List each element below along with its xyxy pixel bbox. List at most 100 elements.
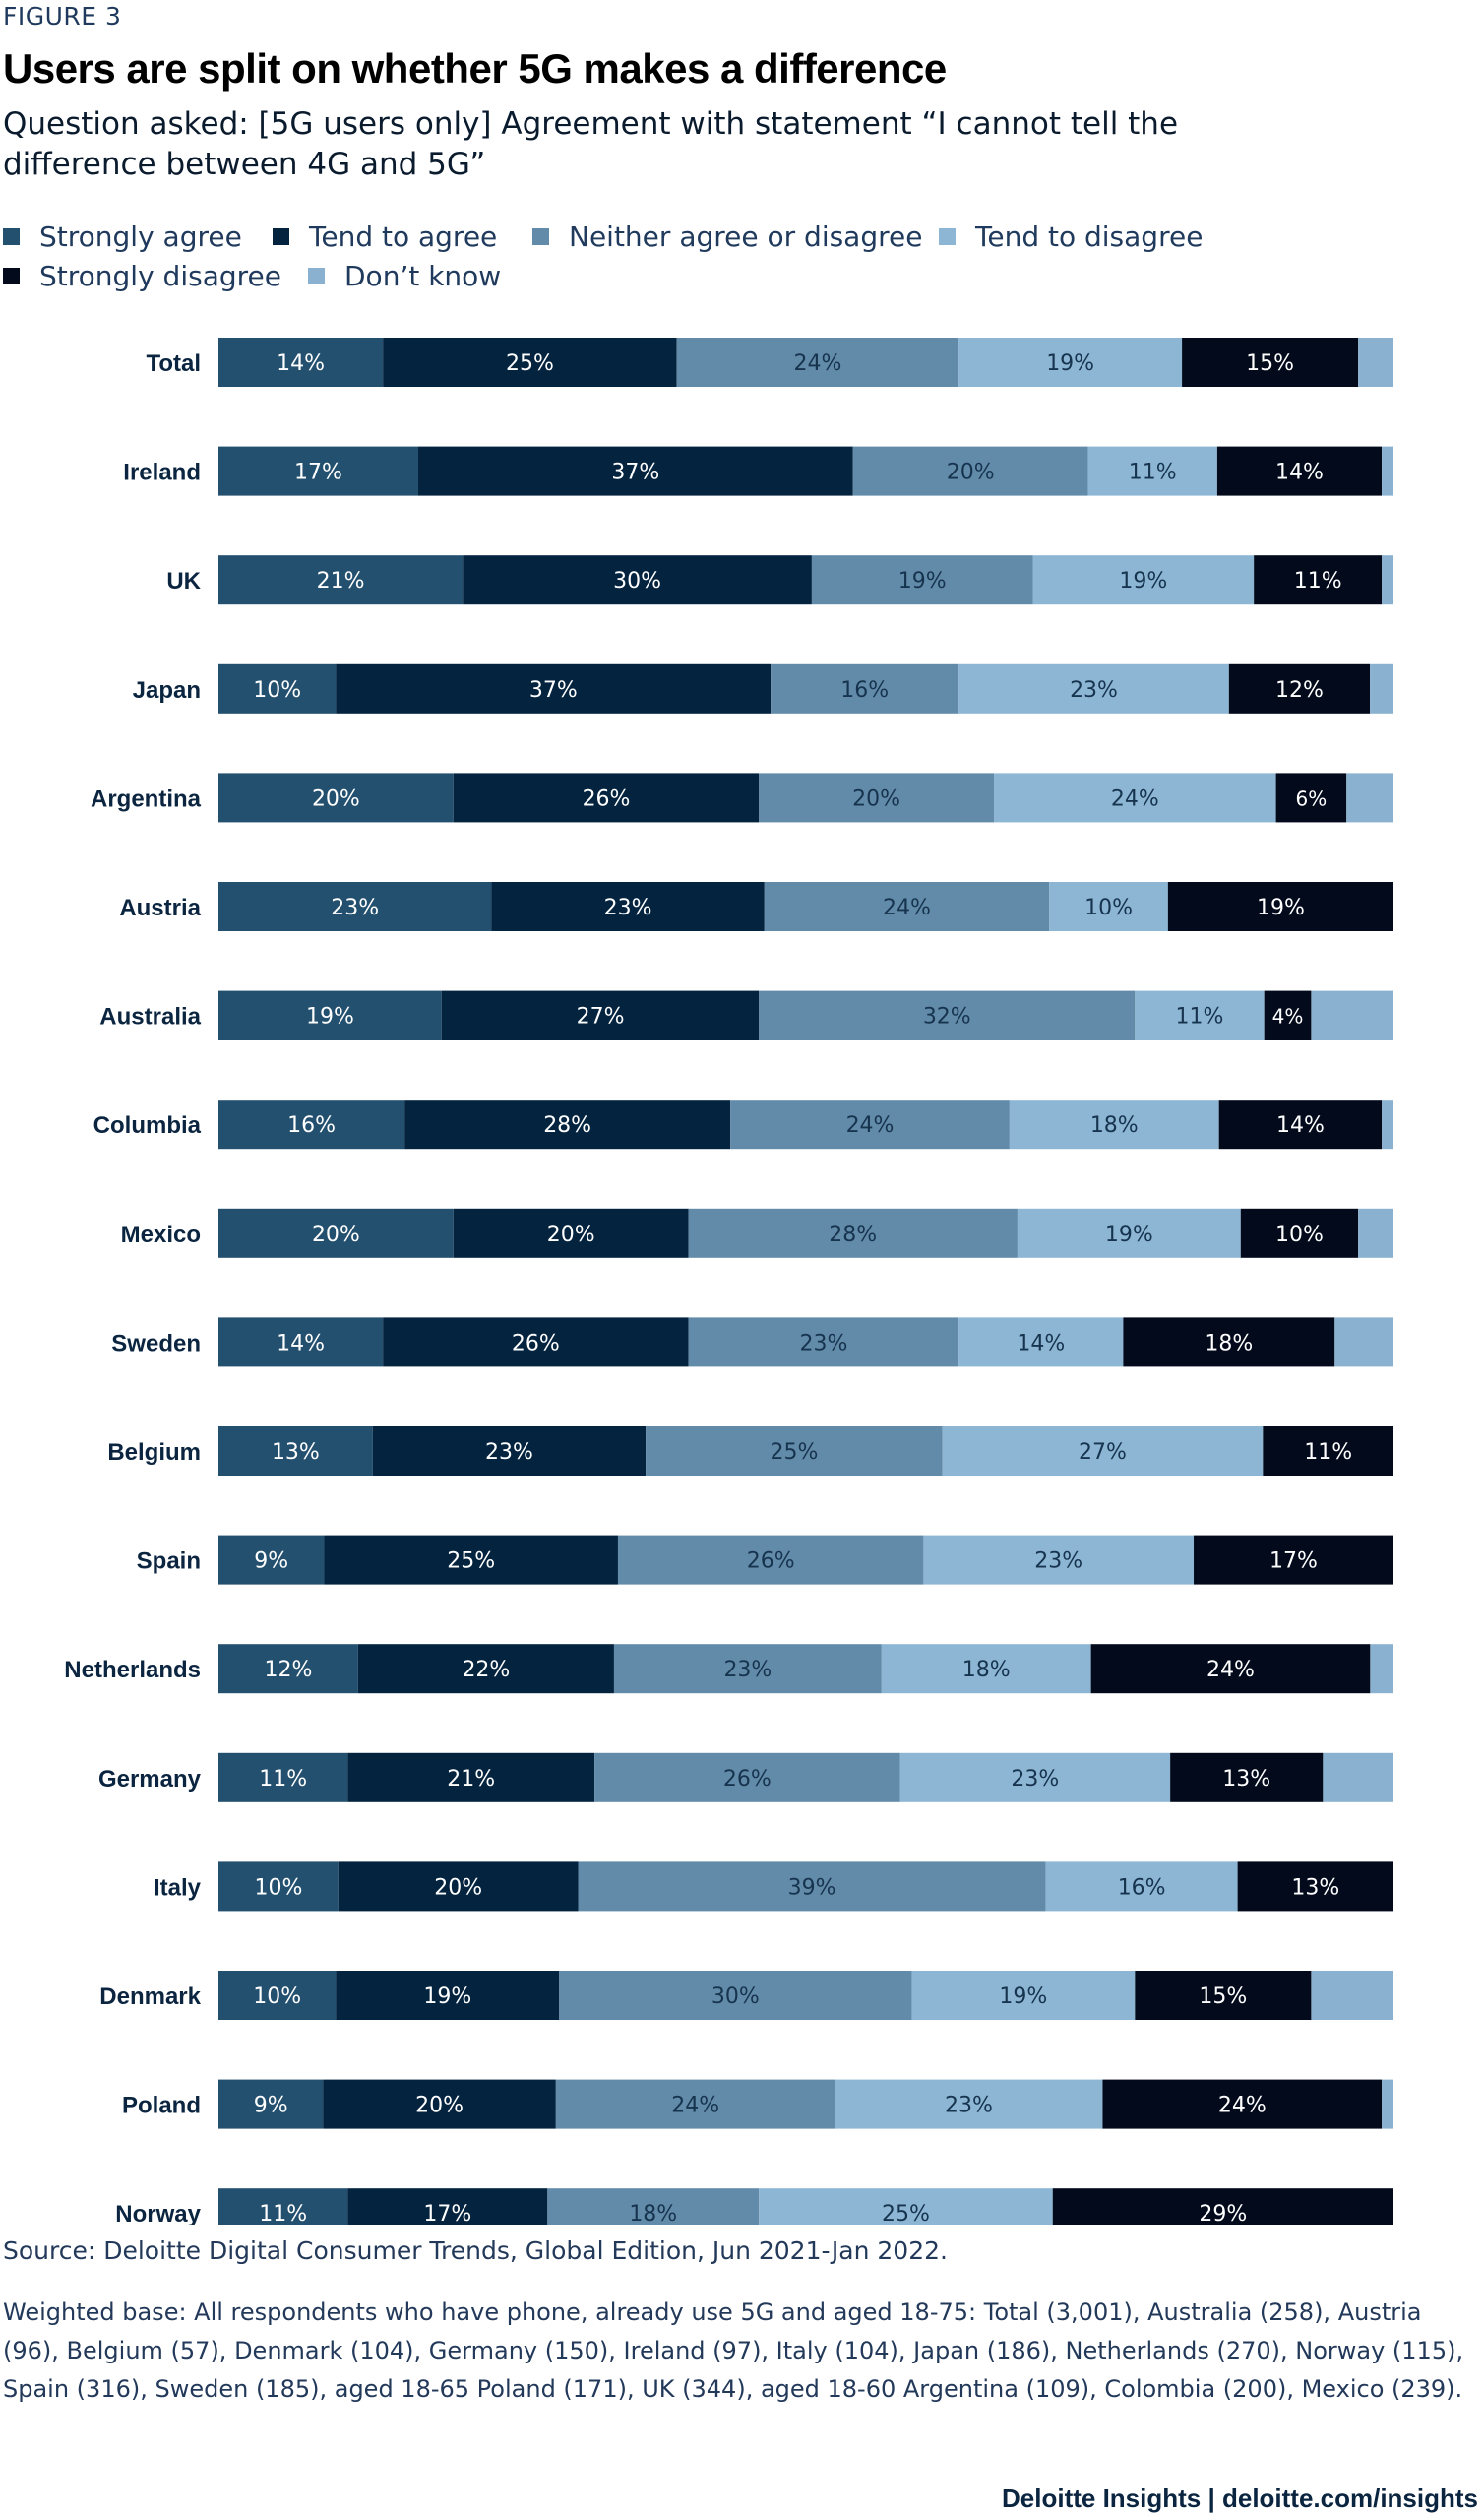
data-label-belgium-strongly-disagree: 11% (1304, 1440, 1352, 1465)
bar-segment-spain-strongly-disagree (1194, 1535, 1393, 1585)
data-label-germany-neither-agree-or-disagree: 26% (723, 1767, 772, 1792)
data-label-japan-strongly-agree: 10% (253, 678, 301, 703)
bar-segment-sweden-strongly-disagree (1123, 1317, 1335, 1367)
data-label-denmark-neither-agree-or-disagree: 30% (711, 1984, 760, 2009)
chart-subtitle: Question asked: [5G users only] Agreemen… (3, 106, 1179, 182)
data-label-denmark-tend-to-disagree: 19% (999, 1984, 1047, 2009)
legend-swatch-tend-to-agree (273, 228, 289, 245)
data-label-argentina-strongly-agree: 20% (312, 787, 360, 811)
bar-segment-germany-tend-to-agree (347, 1752, 595, 1802)
data-label-netherlands-tend-to-disagree: 18% (962, 1658, 1011, 1682)
data-label-austria-tend-to-agree: 23% (604, 896, 652, 920)
data-label-ireland-tend-to-disagree: 11% (1129, 461, 1177, 485)
data-label-austria-strongly-disagree: 19% (1257, 896, 1305, 920)
bar-segment-mexico-don-t-know (1358, 1208, 1393, 1258)
bar-segment-total-neither-agree-or-disagree (676, 338, 959, 387)
data-label-sweden-strongly-disagree: 18% (1205, 1331, 1253, 1355)
bar-segment-ireland-don-t-know (1382, 446, 1393, 496)
category-label-norway: Norway (115, 2201, 201, 2225)
category-label-ireland: Ireland (123, 460, 201, 486)
data-label-germany-strongly-agree: 11% (259, 1767, 307, 1792)
data-label-columbia-strongly-agree: 16% (287, 1113, 336, 1138)
data-label-ireland-strongly-disagree: 14% (1275, 461, 1324, 485)
data-label-belgium-tend-to-agree: 23% (485, 1440, 533, 1465)
bar-segment-argentina-neither-agree-or-disagree (759, 773, 995, 823)
bar-segment-denmark-tend-to-agree (336, 1971, 560, 2020)
bar-segment-ireland-neither-agree-or-disagree (852, 446, 1088, 496)
bar-segment-germany-tend-to-disagree (899, 1752, 1171, 1802)
data-label-spain-strongly-disagree: 17% (1269, 1549, 1318, 1574)
data-label-norway-tend-to-agree: 17% (423, 2202, 471, 2225)
data-label-total-tend-to-agree: 25% (506, 351, 554, 376)
data-label-poland-neither-agree-or-disagree: 24% (671, 2094, 719, 2118)
category-label-columbia: Columbia (93, 1112, 202, 1139)
bar-segment-japan-neither-agree-or-disagree (771, 663, 959, 714)
source-note: Source: Deloitte Digital Consumer Trends… (3, 2236, 948, 2265)
data-label-uk-tend-to-disagree: 19% (1119, 569, 1167, 594)
brand-footer: Deloitte Insights | deloitte.com/insight… (1002, 2484, 1478, 2513)
data-label-columbia-strongly-disagree: 14% (1276, 1113, 1325, 1138)
data-label-austria-strongly-agree: 23% (331, 896, 379, 920)
bar-segment-spain-tend-to-disagree (923, 1535, 1195, 1585)
bar-segment-germany-don-t-know (1323, 1752, 1393, 1802)
bar-segment-germany-strongly-agree (218, 1752, 348, 1802)
data-label-japan-neither-agree-or-disagree: 16% (840, 678, 889, 703)
data-label-australia-neither-agree-or-disagree: 32% (923, 1005, 971, 1030)
data-label-japan-tend-to-disagree: 23% (1070, 678, 1118, 703)
data-label-columbia-tend-to-disagree: 18% (1090, 1113, 1139, 1138)
data-label-australia-strongly-agree: 19% (306, 1005, 354, 1030)
bar-segment-belgium-strongly-agree (218, 1426, 373, 1476)
bar-segment-italy-strongly-disagree (1237, 1861, 1393, 1912)
bar-segment-mexico-neither-agree-or-disagree (688, 1208, 1018, 1258)
bar-segment-spain-strongly-agree (218, 1535, 325, 1585)
data-label-mexico-strongly-agree: 20% (312, 1223, 360, 1247)
bar-segment-belgium-neither-agree-or-disagree (646, 1426, 943, 1476)
data-label-mexico-strongly-disagree: 10% (1275, 1223, 1324, 1247)
bar-segment-argentina-strongly-disagree (1275, 773, 1347, 823)
bar-segment-netherlands-tend-to-disagree (881, 1644, 1091, 1694)
legend-item-dont-know: Don’t know (308, 260, 501, 292)
data-label-australia-tend-to-disagree: 11% (1176, 1005, 1224, 1030)
data-label-total-strongly-agree: 14% (277, 351, 325, 376)
data-label-sweden-strongly-agree: 14% (277, 1331, 325, 1355)
bar-segment-austria-tend-to-agree (491, 882, 765, 931)
data-label-argentina-strongly-disagree: 6% (1296, 787, 1328, 810)
bar-segment-columbia-strongly-disagree (1218, 1100, 1383, 1150)
data-label-denmark-strongly-agree: 10% (253, 1984, 301, 2009)
data-label-italy-neither-agree-or-disagree: 39% (788, 1875, 836, 1900)
data-label-australia-strongly-disagree: 4% (1272, 1005, 1304, 1029)
data-label-australia-tend-to-agree: 27% (577, 1005, 625, 1030)
bar-segment-italy-neither-agree-or-disagree (578, 1861, 1046, 1912)
data-label-poland-strongly-agree: 9% (254, 2094, 288, 2118)
legend-swatch-strongly-disagree (3, 268, 20, 284)
data-label-mexico-tend-to-agree: 20% (547, 1223, 595, 1247)
bar-segment-uk-strongly-disagree (1254, 555, 1383, 605)
data-label-italy-tend-to-disagree: 16% (1118, 1875, 1166, 1900)
legend-swatch-dont-know (308, 268, 325, 284)
bar-segment-denmark-tend-to-disagree (911, 1971, 1136, 2020)
data-label-mexico-neither-agree-or-disagree: 28% (829, 1223, 877, 1247)
legend-item-strongly-disagree: Strongly disagree (3, 260, 281, 292)
data-label-total-tend-to-disagree: 19% (1046, 351, 1094, 376)
legend-label: Tend to agree (309, 220, 498, 253)
data-label-poland-strongly-disagree: 24% (1218, 2094, 1267, 2118)
category-label-germany: Germany (98, 1766, 202, 1793)
legend-swatch-neither (532, 228, 549, 245)
bar-segment-germany-neither-agree-or-disagree (594, 1752, 900, 1802)
data-label-ireland-tend-to-agree: 37% (611, 461, 659, 485)
data-label-norway-neither-agree-or-disagree: 18% (629, 2202, 677, 2225)
category-label-uk: UK (166, 568, 201, 595)
figure-label: FIGURE 3 (3, 2, 122, 31)
data-label-austria-neither-agree-or-disagree: 24% (883, 896, 931, 920)
bar-segment-poland-strongly-agree (218, 2079, 324, 2129)
bar-segment-ireland-tend-to-agree (417, 446, 853, 496)
bar-segment-uk-tend-to-agree (463, 555, 812, 605)
bar-segment-sweden-neither-agree-or-disagree (688, 1317, 959, 1367)
bar-segment-poland-tend-to-agree (323, 2079, 556, 2129)
data-label-spain-neither-agree-or-disagree: 26% (747, 1549, 795, 1574)
bar-segment-total-tend-to-disagree (958, 338, 1183, 387)
bar-segment-poland-strongly-disagree (1102, 2079, 1383, 2129)
data-label-uk-strongly-agree: 21% (317, 569, 365, 594)
category-label-japan: Japan (133, 677, 201, 704)
data-label-sweden-tend-to-agree: 26% (512, 1331, 560, 1355)
